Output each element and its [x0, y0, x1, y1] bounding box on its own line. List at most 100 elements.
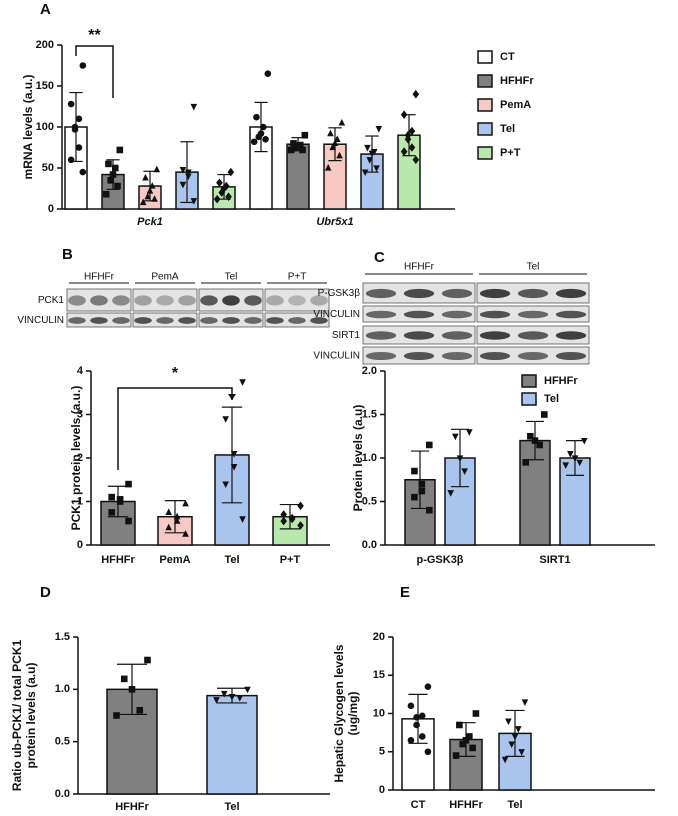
data-point — [113, 712, 120, 719]
blot-band — [365, 288, 397, 299]
data-point — [111, 164, 119, 172]
data-point — [521, 699, 529, 706]
legend-swatch — [477, 74, 493, 88]
data-point — [511, 733, 519, 741]
data-point — [292, 144, 300, 151]
data-point — [426, 506, 433, 514]
legend-label: Tel — [544, 393, 559, 405]
data-point — [462, 736, 470, 744]
panel-letter: D — [40, 584, 51, 601]
data-point — [456, 455, 464, 462]
data-point — [426, 441, 433, 449]
data-point — [222, 416, 229, 423]
data-point — [109, 171, 117, 178]
data-point — [244, 686, 251, 694]
data-point — [301, 131, 309, 139]
panel-letter: E — [400, 584, 410, 601]
legend-swatch — [477, 146, 493, 160]
data-point — [327, 129, 334, 137]
blot-row-label: VINCULIN — [313, 309, 360, 320]
blot-band — [134, 295, 152, 306]
blot-band — [288, 317, 306, 324]
data-point — [190, 103, 198, 111]
data-point — [452, 752, 460, 759]
data-point — [466, 733, 473, 740]
data-point — [364, 144, 371, 152]
blot-lane-label: Tel — [527, 262, 540, 273]
significance-label: * — [172, 365, 179, 382]
blot-band — [310, 317, 328, 324]
legend-label: P+T — [500, 147, 521, 159]
blot-lane-label: HFHFr — [84, 272, 115, 283]
data-point — [418, 487, 426, 495]
blot-band — [365, 310, 397, 319]
data-point — [146, 187, 154, 194]
data-point — [469, 744, 476, 752]
data-point — [518, 749, 525, 756]
data-point — [299, 146, 306, 154]
x-tick-label: Tel — [224, 801, 239, 813]
data-point — [67, 100, 75, 108]
data-point — [236, 695, 244, 702]
x-tick-label: HFHFr — [101, 554, 135, 566]
y-tick-label: 1.5 — [55, 631, 70, 643]
data-point — [120, 675, 128, 683]
data-point — [179, 181, 187, 189]
data-point — [290, 140, 297, 147]
data-point — [413, 721, 420, 729]
blot-band — [68, 295, 86, 306]
panel-letter: A — [40, 1, 51, 18]
data-point — [447, 490, 454, 497]
y-axis-label: protein levels (a.u) — [24, 662, 38, 768]
blot-band — [555, 352, 587, 360]
blot-band — [517, 288, 549, 299]
y-tick-label: 15 — [373, 669, 385, 681]
blot-band — [403, 331, 435, 340]
panel-letter: B — [62, 246, 73, 263]
data-point — [407, 702, 415, 710]
data-point — [259, 123, 267, 131]
y-tick-label: 0 — [77, 539, 83, 551]
y-tick-label: 1.0 — [55, 683, 70, 695]
data-point — [452, 433, 459, 441]
x-tick-label: P+T — [280, 554, 301, 566]
data-point — [424, 748, 432, 756]
legend-swatch — [477, 98, 493, 112]
legend-label: PemA — [500, 99, 531, 111]
data-point — [505, 718, 512, 726]
data-point — [571, 455, 579, 462]
data-point — [515, 726, 522, 733]
x-tick-label: p-GSK3β — [416, 554, 463, 566]
blot-row-label: P-GSK3β — [318, 288, 361, 299]
data-point — [404, 135, 412, 144]
data-point — [148, 182, 156, 189]
blot-band — [156, 317, 174, 324]
x-tick-label: SIRT1 — [539, 554, 570, 566]
x-tick-label: Pck1 — [137, 216, 163, 228]
blot-band — [517, 310, 549, 319]
blot-band — [288, 295, 306, 306]
data-point — [230, 464, 238, 471]
data-point — [108, 509, 115, 516]
y-axis-label: Ratio ub-PCK1/ total PCK1 — [10, 640, 24, 792]
data-point — [400, 147, 408, 156]
blot-lane-label: PemA — [151, 272, 179, 283]
data-point — [182, 499, 189, 507]
y-tick-label: 0.5 — [55, 736, 70, 748]
data-point — [173, 512, 181, 520]
data-point — [114, 182, 121, 190]
data-point — [508, 741, 515, 749]
blot-band — [517, 352, 549, 360]
blot-band — [266, 295, 284, 306]
data-point — [413, 714, 420, 721]
legend-swatch — [521, 374, 537, 388]
data-point — [297, 501, 304, 511]
data-point — [336, 151, 343, 159]
blot-band — [479, 310, 511, 319]
blot-panel — [264, 288, 330, 312]
y-tick-label: 150 — [36, 80, 54, 92]
blot-band — [441, 352, 473, 360]
blot-band — [441, 310, 473, 319]
data-point — [165, 523, 172, 531]
y-tick-label: 2.0 — [362, 365, 377, 377]
